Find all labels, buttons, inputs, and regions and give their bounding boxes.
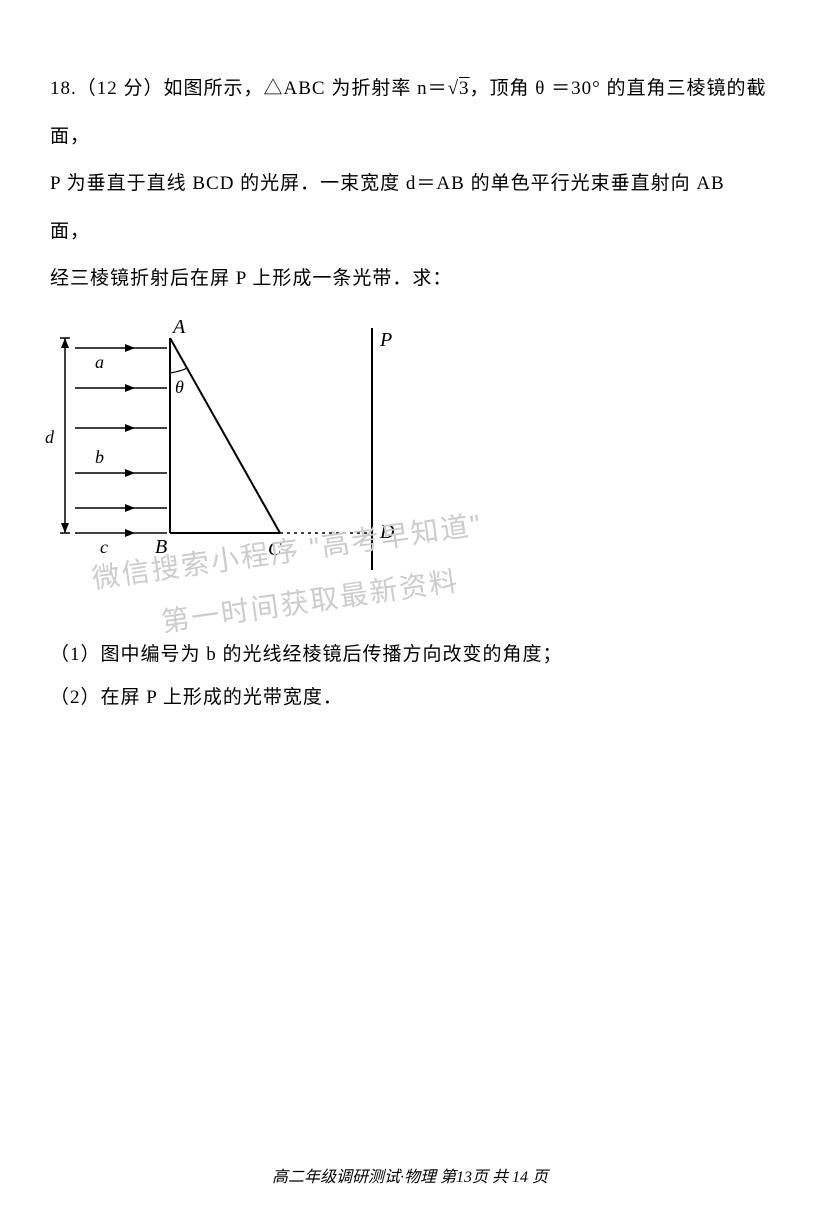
text-part2: P 为垂直于直线 BCD 的光屏．一束宽度 d＝AB 的单色平行光束垂直射向 A… [50,173,725,242]
problem-number: 18. [50,78,77,99]
label-P: P [379,329,392,351]
label-theta: θ [175,377,184,397]
question-2: （2）在屏 P 上形成的光带宽度． [50,676,770,720]
text-part1: 如图所示，△ABC 为折射率 n＝ [164,78,448,99]
problem-statement: 18.（12 分）如图所示，△ABC 为折射率 n＝√3，顶角 θ ＝30° 的… [50,65,770,303]
page-footer: 高二年级调研测试·物理 第13页 共 14 页 [0,1163,820,1187]
text-part3: 经三棱镜折射后在屏 P 上形成一条光带．求： [50,268,452,289]
sqrt-value: 3 [459,65,470,113]
label-c: c [100,537,108,557]
label-A: A [171,318,186,338]
problem-points: （12 分） [77,78,164,99]
sub-questions: （1）图中编号为 b 的光线经棱镜后传播方向改变的角度； （2）在屏 P 上形成… [50,633,770,720]
label-b: b [95,447,104,467]
label-a: a [95,352,104,372]
label-d: d [45,427,55,447]
question-1: （1）图中编号为 b 的光线经棱镜后传播方向改变的角度； [50,633,770,677]
